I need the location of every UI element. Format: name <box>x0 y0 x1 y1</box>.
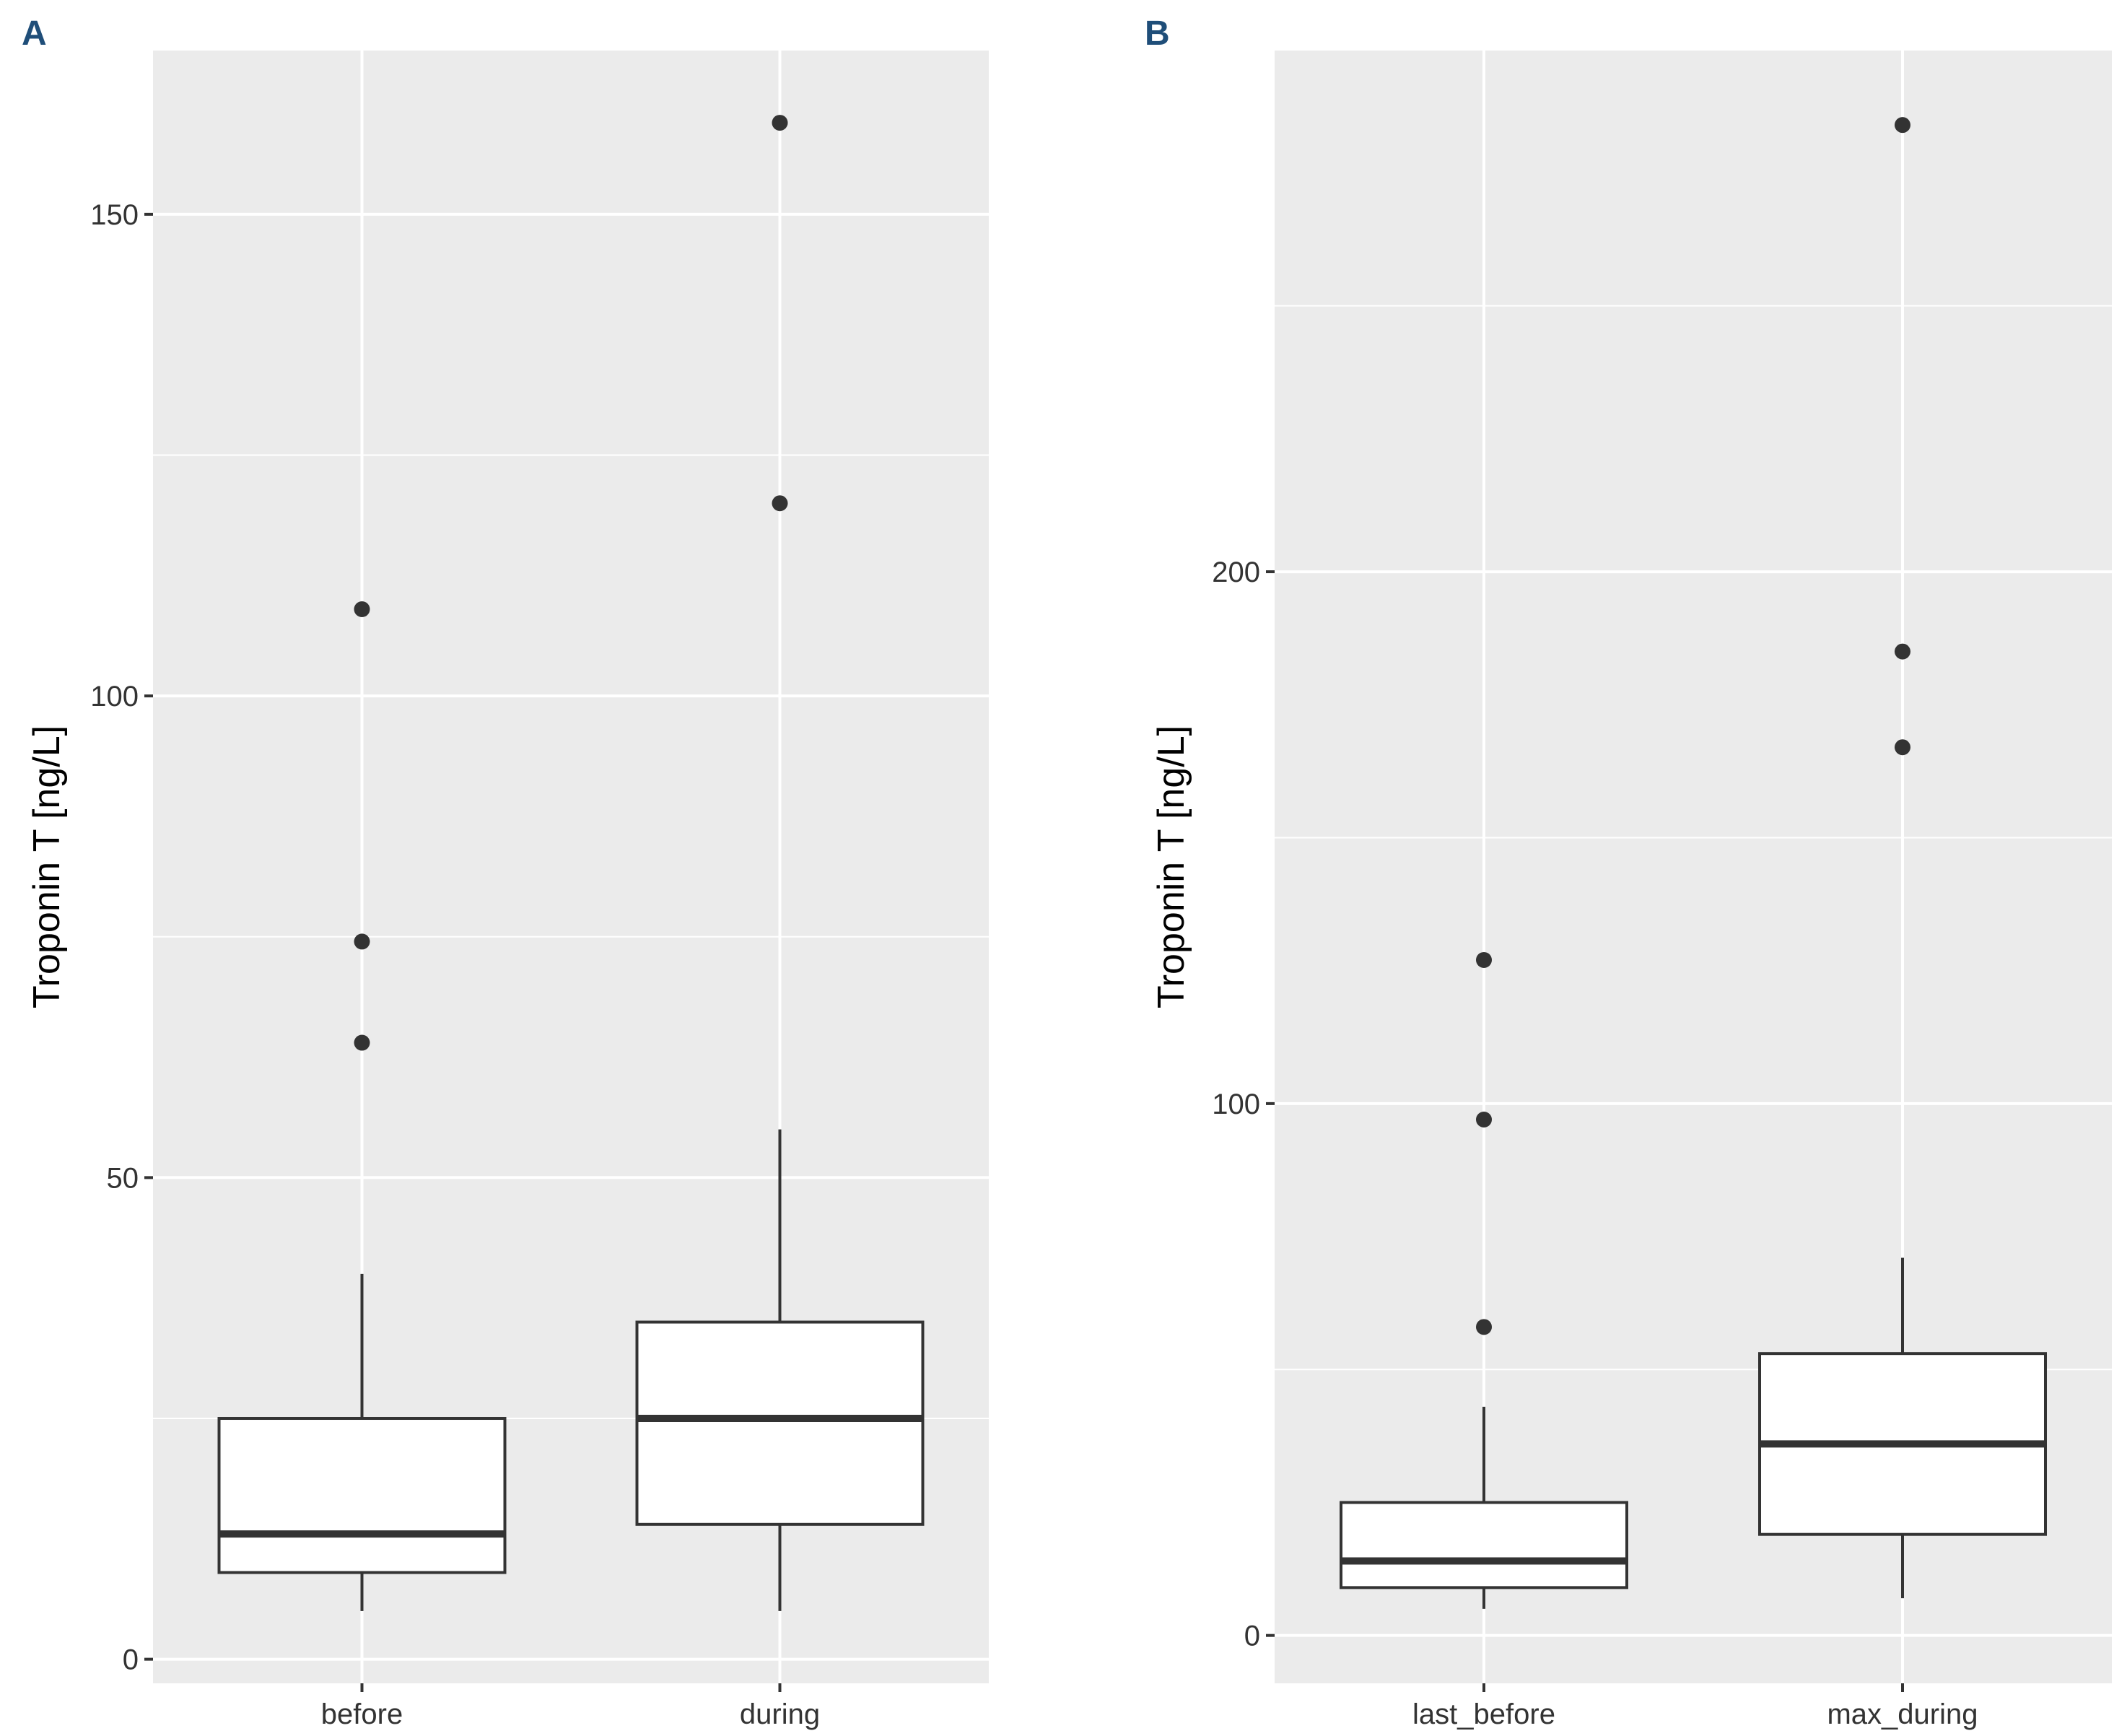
panel-b-y-tick-label: 200 <box>1212 557 1260 588</box>
outlier-point <box>1476 1319 1492 1335</box>
outlier-point <box>1476 951 1492 968</box>
panel-b-letter: B <box>1145 14 1170 53</box>
outlier-point <box>772 115 788 131</box>
panel-a-y-tick-label: 50 <box>107 1162 139 1194</box>
outlier-point <box>1895 739 1910 756</box>
panel-b-axis-ticks: 0 100 200 last_before max_during <box>1212 557 1978 1730</box>
outlier-point <box>354 1034 370 1051</box>
iqr-box <box>1340 1501 1628 1589</box>
panel-a-axis-ticks: 0 50 100 150 before during <box>90 199 820 1730</box>
panel-b-x-tick-label: max_during <box>1827 1698 1978 1730</box>
outlier-point <box>1476 1111 1492 1127</box>
panel-a-y-tick-label: 0 <box>123 1644 139 1676</box>
outlier-point <box>354 601 370 618</box>
panel-a-y-axis-title: Troponin T [ng/L] <box>26 725 68 1008</box>
panel-b-box-last_before <box>1340 951 1628 1609</box>
panel-b-box-max_during <box>1758 117 2047 1599</box>
panel-b-y-tick-label: 0 <box>1244 1621 1260 1652</box>
panel-a-letter: A <box>22 14 47 53</box>
panel-b: B 0 100 200 last_before max_during Troponin … <box>1145 14 2112 1730</box>
panel-a-x-tick-label: during <box>740 1698 820 1730</box>
panel-b-y-axis-title: Troponin T [ng/L] <box>1150 725 1192 1008</box>
outlier-point <box>354 933 370 950</box>
panel-a-boxes <box>217 115 925 1611</box>
panel-b-y-tick-label: 100 <box>1212 1089 1260 1120</box>
panel-a-box-before <box>217 601 507 1611</box>
outlier-point <box>1895 643 1910 660</box>
panel-a-y-tick-label: 150 <box>90 199 139 231</box>
iqr-box <box>635 1320 925 1526</box>
panel-b-boxes <box>1340 117 2047 1609</box>
panel-a: A 0 50 100 150 before during Troponin T [ng/L… <box>22 14 989 1730</box>
panel-a-y-tick-label: 100 <box>90 681 139 712</box>
outlier-point <box>1895 117 1910 134</box>
outlier-point <box>772 495 788 512</box>
panel-b-x-tick-label: last_before <box>1412 1698 1555 1730</box>
panel-a-x-tick-label: before <box>321 1698 403 1730</box>
iqr-box <box>217 1417 507 1574</box>
panel-a-box-during <box>635 115 925 1611</box>
